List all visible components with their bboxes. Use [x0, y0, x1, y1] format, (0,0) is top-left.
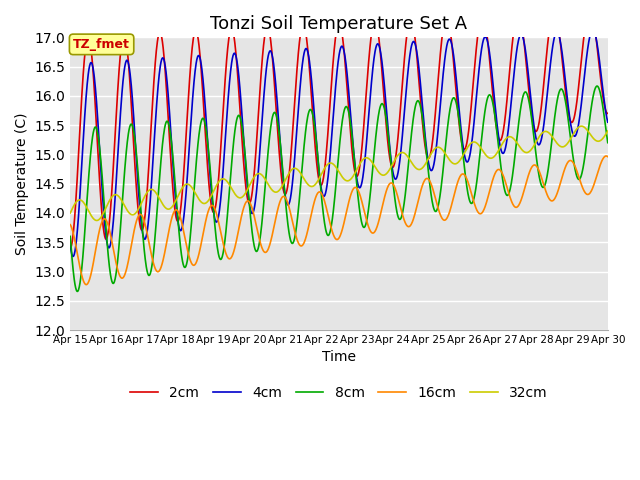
4cm	[295, 102, 303, 108]
2cm	[306, 66, 314, 72]
16cm	[372, 226, 380, 231]
32cm	[372, 166, 380, 172]
4cm	[372, 43, 380, 48]
8cm	[316, 172, 323, 178]
4cm	[69, 253, 77, 259]
16cm	[108, 240, 116, 246]
16cm	[306, 218, 314, 224]
32cm	[306, 183, 314, 189]
16cm	[602, 153, 610, 159]
Text: TZ_fmet: TZ_fmet	[73, 38, 130, 51]
2cm	[372, 20, 380, 25]
8cm	[108, 279, 116, 285]
16cm	[67, 222, 74, 228]
4cm	[306, 61, 314, 67]
4cm	[589, 27, 596, 33]
2cm	[130, 144, 138, 149]
32cm	[578, 123, 586, 129]
2cm	[294, 50, 302, 56]
2cm	[67, 245, 74, 251]
8cm	[306, 107, 314, 113]
32cm	[67, 210, 74, 216]
4cm	[108, 229, 116, 235]
16cm	[131, 228, 138, 234]
8cm	[131, 131, 138, 137]
X-axis label: Time: Time	[322, 350, 356, 364]
32cm	[295, 168, 303, 174]
Title: Tonzi Soil Temperature Set A: Tonzi Soil Temperature Set A	[211, 15, 468, 33]
4cm	[67, 242, 74, 248]
8cm	[604, 140, 612, 145]
4cm	[316, 172, 323, 178]
4cm	[131, 120, 138, 126]
8cm	[593, 83, 601, 89]
32cm	[316, 175, 323, 181]
Line: 32cm: 32cm	[70, 126, 608, 220]
2cm	[316, 178, 323, 184]
Line: 2cm: 2cm	[70, 9, 608, 248]
8cm	[74, 288, 81, 294]
Line: 4cm: 4cm	[70, 30, 608, 256]
32cm	[131, 212, 138, 217]
16cm	[82, 282, 90, 288]
2cm	[604, 110, 612, 116]
4cm	[604, 120, 612, 125]
8cm	[295, 204, 303, 209]
Line: 16cm: 16cm	[70, 156, 608, 285]
8cm	[372, 127, 380, 133]
32cm	[604, 128, 612, 134]
8cm	[67, 233, 74, 239]
16cm	[316, 189, 323, 195]
16cm	[295, 240, 303, 246]
2cm	[108, 187, 116, 193]
2cm	[586, 6, 594, 12]
Line: 8cm: 8cm	[70, 86, 608, 291]
Y-axis label: Soil Temperature (C): Soil Temperature (C)	[15, 112, 29, 255]
16cm	[604, 154, 612, 159]
32cm	[93, 217, 100, 223]
32cm	[108, 193, 116, 199]
Legend: 2cm, 4cm, 8cm, 16cm, 32cm: 2cm, 4cm, 8cm, 16cm, 32cm	[125, 380, 553, 405]
